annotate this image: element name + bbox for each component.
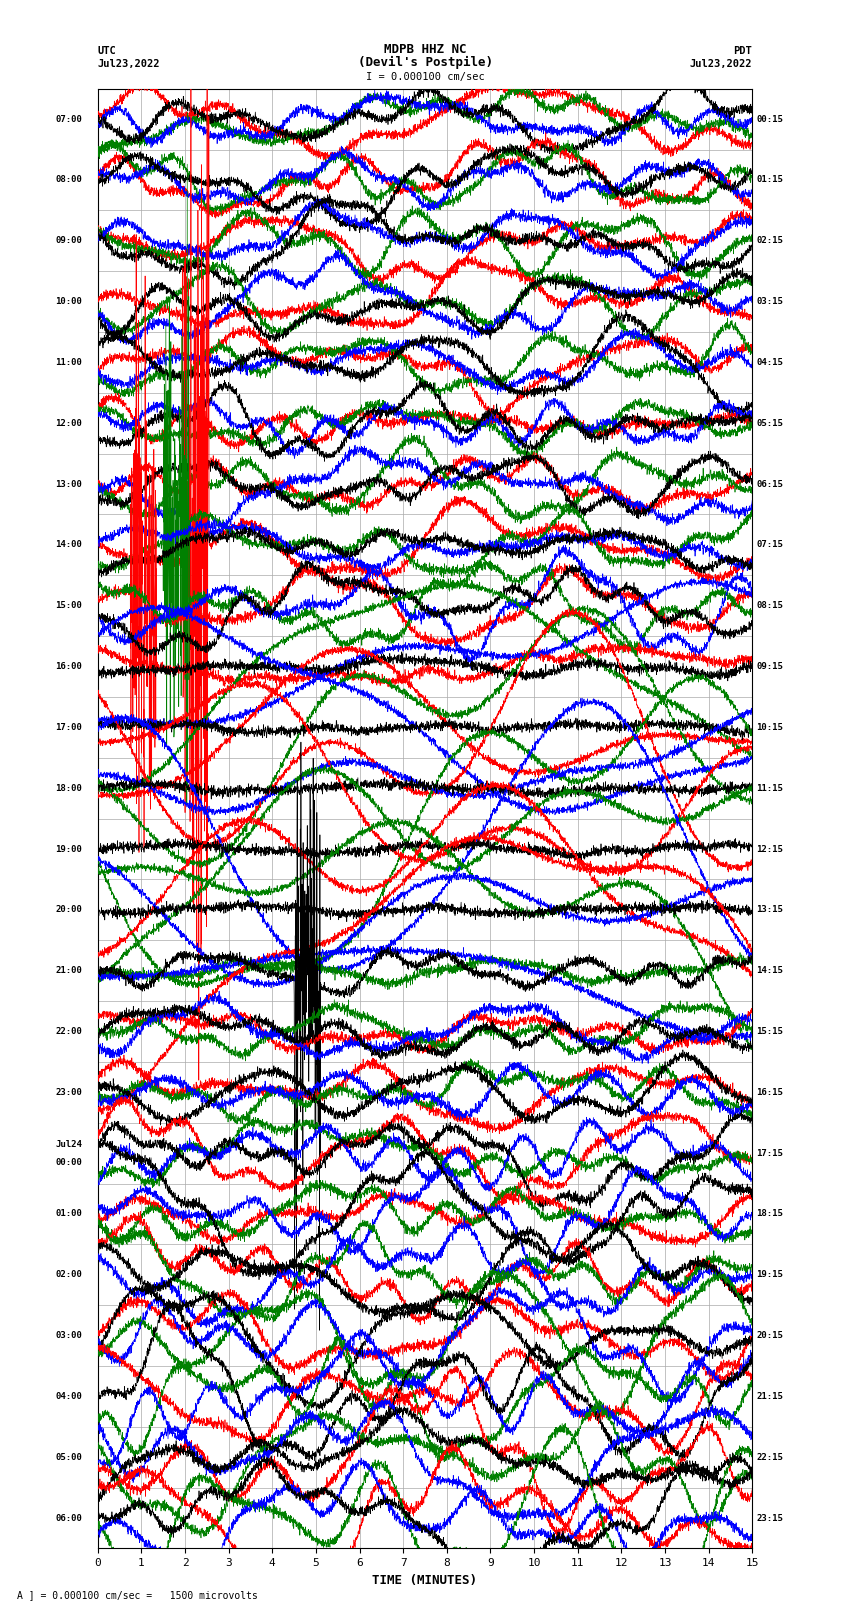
Text: 03:15: 03:15 (756, 297, 784, 306)
Text: 16:15: 16:15 (756, 1087, 784, 1097)
Text: 10:15: 10:15 (756, 723, 784, 732)
Text: 13:00: 13:00 (55, 479, 82, 489)
Text: 08:15: 08:15 (756, 602, 784, 610)
Text: 06:00: 06:00 (55, 1513, 82, 1523)
Text: 08:00: 08:00 (55, 176, 82, 184)
Text: 09:15: 09:15 (756, 661, 784, 671)
Text: 11:15: 11:15 (756, 784, 784, 792)
Text: Jul23,2022: Jul23,2022 (98, 60, 161, 69)
Text: 04:15: 04:15 (756, 358, 784, 366)
Text: PDT: PDT (734, 47, 752, 56)
Text: 23:15: 23:15 (756, 1513, 784, 1523)
Text: Jul24: Jul24 (55, 1139, 82, 1148)
Text: MDPB HHZ NC: MDPB HHZ NC (383, 44, 467, 56)
Text: 21:00: 21:00 (55, 966, 82, 976)
Text: 05:00: 05:00 (55, 1453, 82, 1461)
Text: 16:00: 16:00 (55, 661, 82, 671)
Text: 20:15: 20:15 (756, 1331, 784, 1340)
Text: 19:15: 19:15 (756, 1271, 784, 1279)
Text: 15:00: 15:00 (55, 602, 82, 610)
Text: Jul23,2022: Jul23,2022 (689, 60, 752, 69)
Text: 02:15: 02:15 (756, 235, 784, 245)
Text: 23:00: 23:00 (55, 1087, 82, 1097)
X-axis label: TIME (MINUTES): TIME (MINUTES) (372, 1574, 478, 1587)
Text: A ] = 0.000100 cm/sec =   1500 microvolts: A ] = 0.000100 cm/sec = 1500 microvolts (17, 1590, 258, 1600)
Text: 07:15: 07:15 (756, 540, 784, 550)
Text: 01:15: 01:15 (756, 176, 784, 184)
Text: 21:15: 21:15 (756, 1392, 784, 1402)
Text: I = 0.000100 cm/sec: I = 0.000100 cm/sec (366, 73, 484, 82)
Text: 01:00: 01:00 (55, 1210, 82, 1218)
Text: 18:15: 18:15 (756, 1210, 784, 1218)
Text: 09:00: 09:00 (55, 235, 82, 245)
Text: 04:00: 04:00 (55, 1392, 82, 1402)
Text: 03:00: 03:00 (55, 1331, 82, 1340)
Text: UTC: UTC (98, 47, 116, 56)
Text: 10:00: 10:00 (55, 297, 82, 306)
Text: 02:00: 02:00 (55, 1271, 82, 1279)
Text: 15:15: 15:15 (756, 1027, 784, 1036)
Text: 18:00: 18:00 (55, 784, 82, 792)
Text: 00:15: 00:15 (756, 115, 784, 124)
Text: 13:15: 13:15 (756, 905, 784, 915)
Text: 11:00: 11:00 (55, 358, 82, 366)
Text: 06:15: 06:15 (756, 479, 784, 489)
Text: 12:00: 12:00 (55, 419, 82, 427)
Text: 20:00: 20:00 (55, 905, 82, 915)
Text: 12:15: 12:15 (756, 845, 784, 853)
Text: 00:00: 00:00 (55, 1158, 82, 1166)
Text: 07:00: 07:00 (55, 115, 82, 124)
Text: 22:00: 22:00 (55, 1027, 82, 1036)
Text: 14:00: 14:00 (55, 540, 82, 550)
Text: 05:15: 05:15 (756, 419, 784, 427)
Text: 19:00: 19:00 (55, 845, 82, 853)
Text: (Devil's Postpile): (Devil's Postpile) (358, 56, 492, 69)
Text: 14:15: 14:15 (756, 966, 784, 976)
Text: 17:00: 17:00 (55, 723, 82, 732)
Text: 17:15: 17:15 (756, 1148, 784, 1158)
Text: 22:15: 22:15 (756, 1453, 784, 1461)
